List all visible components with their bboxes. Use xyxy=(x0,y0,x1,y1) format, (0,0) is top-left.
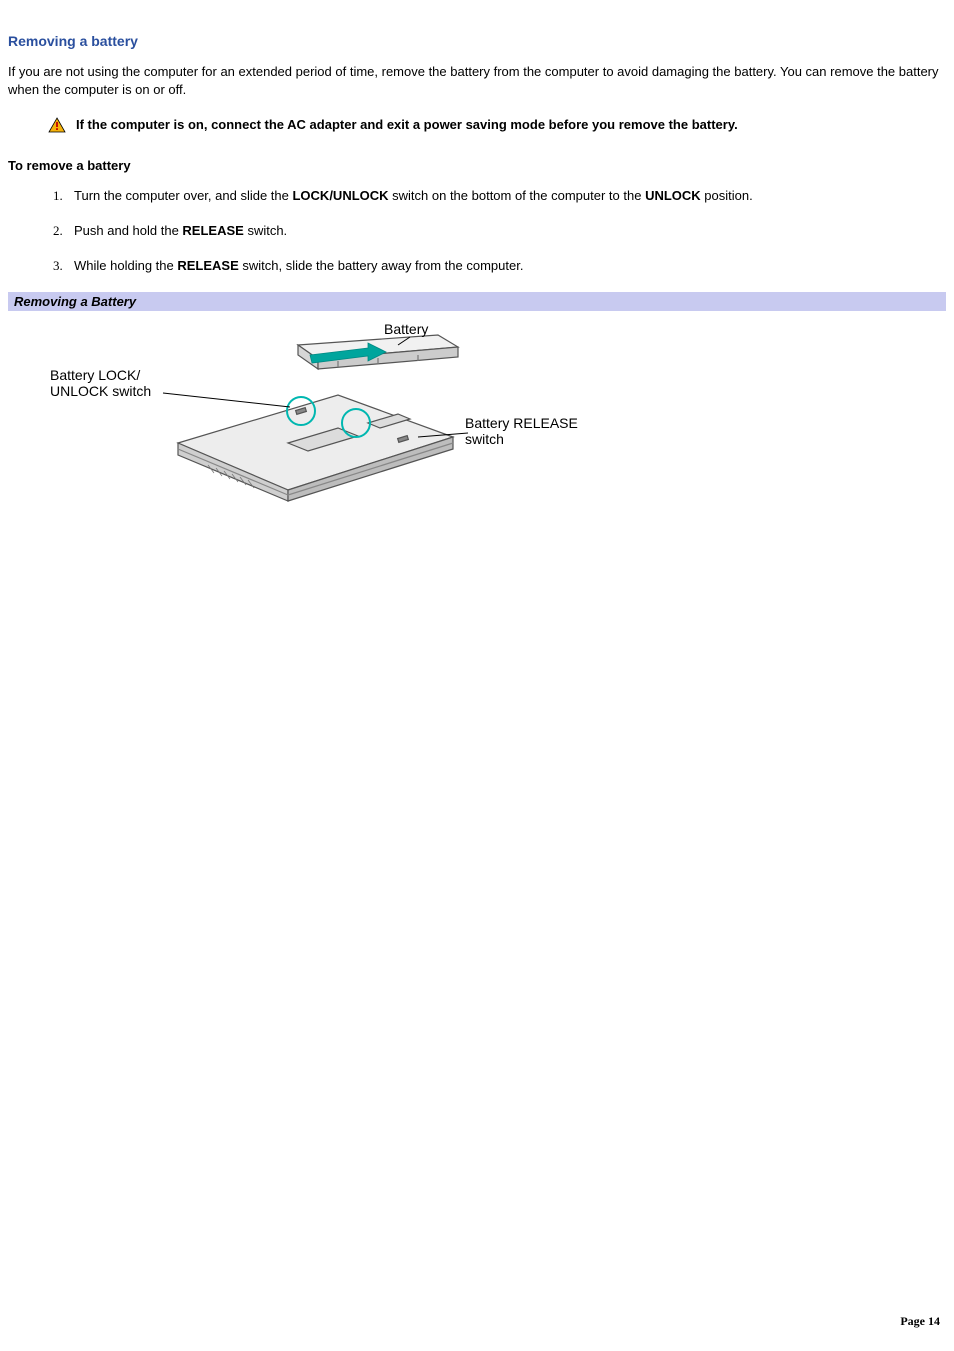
step-text: switch, slide the battery away from the … xyxy=(239,258,524,273)
steps-list: Turn the computer over, and slide the LO… xyxy=(8,187,946,276)
step-text: switch. xyxy=(244,223,287,238)
figure-label-release: Battery RELEASE switch xyxy=(465,415,578,449)
step-text: Push and hold the xyxy=(74,223,182,238)
warning-icon xyxy=(48,117,66,136)
procedure-heading: To remove a battery xyxy=(8,158,946,173)
figure-diagram: Battery Battery LOCK/ UNLOCK switch Batt… xyxy=(38,315,638,515)
step-text: Turn the computer over, and slide the xyxy=(74,188,292,203)
step-bold: UNLOCK xyxy=(645,188,701,203)
step-bold: RELEASE xyxy=(182,223,243,238)
step-item: Turn the computer over, and slide the LO… xyxy=(66,187,946,206)
section-title: Removing a battery xyxy=(8,33,946,49)
step-text: While holding the xyxy=(74,258,177,273)
step-text: position. xyxy=(701,188,753,203)
page-number: Page 14 xyxy=(900,1314,940,1329)
alert-text: If the computer is on, connect the AC ad… xyxy=(76,116,738,134)
alert-row: If the computer is on, connect the AC ad… xyxy=(48,116,946,136)
figure-label-lock-unlock: Battery LOCK/ UNLOCK switch xyxy=(50,367,151,401)
step-item: Push and hold the RELEASE switch. xyxy=(66,222,946,241)
figure-caption-bar: Removing a Battery xyxy=(8,292,946,311)
step-bold: RELEASE xyxy=(177,258,238,273)
step-text: switch on the bottom of the computer to … xyxy=(389,188,646,203)
intro-paragraph: If you are not using the computer for an… xyxy=(8,63,946,98)
step-bold: LOCK/UNLOCK xyxy=(292,188,388,203)
figure-label-battery: Battery xyxy=(384,321,428,338)
step-item: While holding the RELEASE switch, slide … xyxy=(66,257,946,276)
